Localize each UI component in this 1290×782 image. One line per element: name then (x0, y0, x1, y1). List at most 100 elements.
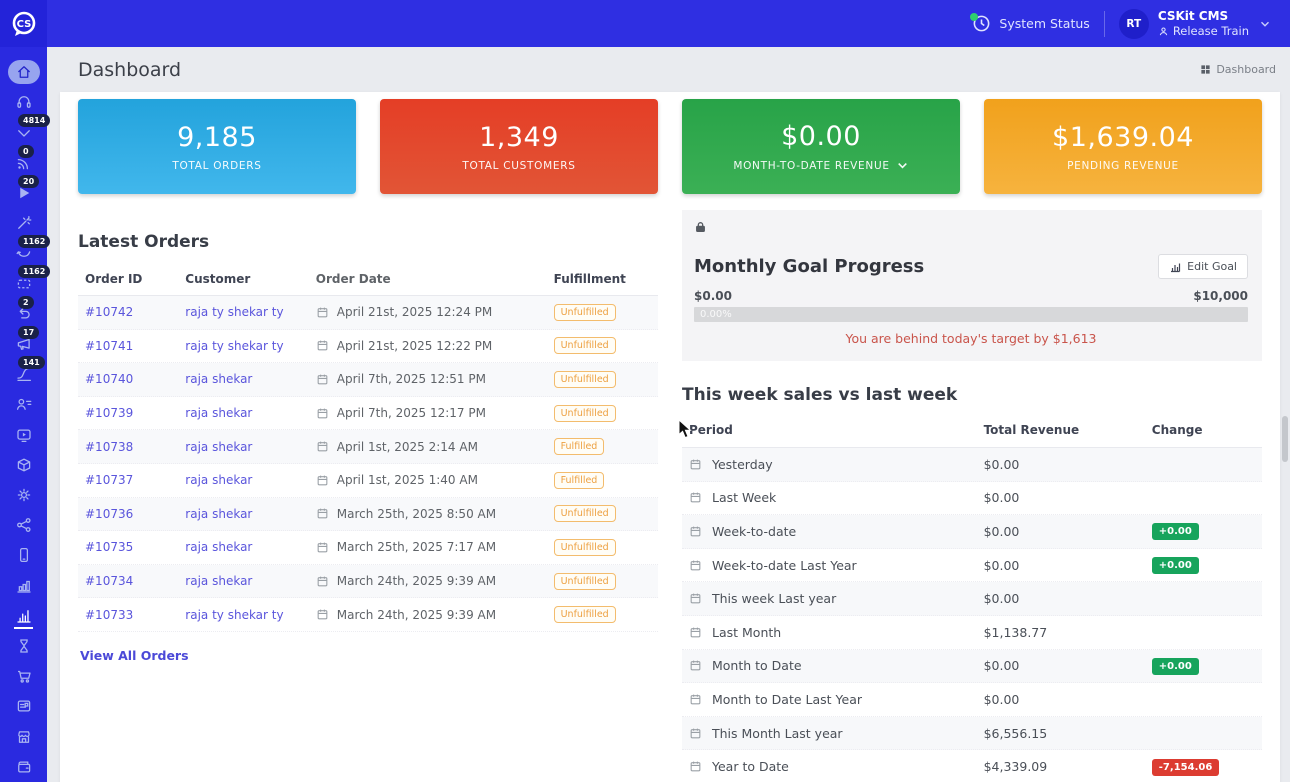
sidebar-item-id-card[interactable] (0, 691, 47, 721)
sidebar-item-magic-wand[interactable] (0, 208, 47, 238)
mobile-icon (15, 546, 33, 564)
stat-card-value: 9,185 (177, 121, 257, 153)
order-id-link[interactable]: #10737 (85, 473, 134, 488)
sidebar-item-gear[interactable] (0, 480, 47, 510)
order-date: April 21st, 2025 12:22 PM (336, 338, 493, 353)
sidebar-item-broadcast[interactable]: 0 (0, 144, 47, 178)
sidebar-item-cart[interactable] (0, 661, 47, 691)
week-sales-row: Month to Date $0.00 +0.00 (682, 649, 1262, 684)
calendar-icon (317, 441, 328, 452)
app-logo[interactable]: CS (0, 0, 47, 47)
stat-card-month-to-date-revenue[interactable]: $0.00 MONTH-TO-DATE REVENUE (682, 99, 960, 194)
sidebar-item-video-player[interactable] (0, 419, 47, 449)
sidebar-item-storefront[interactable] (0, 721, 47, 751)
customer-link[interactable]: raja ty shekar ty (185, 338, 284, 353)
customer-link[interactable]: raja ty shekar ty (185, 305, 284, 320)
sidebar-item-home[interactable] (0, 57, 47, 87)
customer-link[interactable]: raja shekar (185, 540, 253, 555)
sidebar-item-swoosh[interactable]: 1162 (0, 235, 51, 268)
stat-card-label: TOTAL CUSTOMERS (462, 159, 576, 172)
customer-link[interactable]: raja shekar (185, 574, 253, 589)
sidebar-item-dashed-box[interactable]: 1162 (0, 265, 51, 298)
customer-link[interactable]: raja ty shekar ty (185, 607, 284, 622)
sidebar-item-users[interactable] (0, 389, 47, 419)
chevron-down-icon[interactable] (1258, 17, 1272, 31)
sidebar-item-chevron-down[interactable]: 4814 (0, 114, 51, 147)
customer-link[interactable]: raja shekar (185, 473, 253, 488)
calendar-icon (690, 493, 701, 503)
sidebar-item-hourglass[interactable] (0, 631, 47, 661)
calendar-icon (690, 728, 701, 738)
week-sales-row: Month to Date Last Year $0.00 (682, 683, 1262, 717)
chevron-down-icon[interactable] (896, 159, 909, 172)
system-status-button[interactable]: System Status (970, 13, 1090, 33)
period-label: Last Month (712, 624, 782, 640)
swoosh-icon (15, 244, 33, 262)
vertical-scrollbar[interactable] (1282, 416, 1288, 462)
period-label: Month to Date (712, 658, 802, 674)
sidebar-item-undo-arrow[interactable]: 2 (0, 295, 47, 329)
edit-goal-button[interactable]: Edit Goal (1158, 254, 1248, 279)
stat-card-value: $0.00 (781, 121, 861, 152)
calendar-icon (317, 542, 328, 553)
order-id-link[interactable]: #10742 (85, 305, 134, 320)
sidebar-item-headset[interactable] (0, 87, 47, 117)
calendar-icon (317, 508, 328, 519)
calendar-icon (317, 609, 328, 620)
cart-icon (15, 667, 33, 685)
order-id-link[interactable]: #10733 (85, 607, 134, 622)
order-date: March 24th, 2025 9:39 AM (336, 574, 497, 589)
col-order-date: Order Date (315, 272, 391, 286)
order-id-link[interactable]: #10738 (85, 439, 134, 454)
stat-card-total-customers[interactable]: 1,349 TOTAL CUSTOMERS (380, 99, 658, 194)
order-id-link[interactable]: #10735 (85, 540, 134, 555)
sidebar-item-share[interactable] (0, 510, 47, 540)
customer-link[interactable]: raja shekar (185, 506, 253, 521)
calendar-icon (690, 459, 701, 470)
breadcrumb[interactable]: Dashboard (1200, 63, 1276, 76)
period-label: This Month Last year (712, 725, 843, 741)
customer-link[interactable]: raja shekar (185, 406, 253, 421)
customer-link[interactable]: raja shekar (185, 439, 253, 454)
customer-link[interactable]: raja shekar (185, 372, 253, 387)
sidebar-item-histogram[interactable] (0, 601, 47, 631)
stat-card-total-orders[interactable]: 9,185 TOTAL ORDERS (78, 99, 356, 194)
goal-title: Monthly Goal Progress (694, 256, 925, 277)
stat-card-label: MONTH-TO-DATE REVENUE (733, 159, 890, 172)
change-badge: +0.00 (1151, 557, 1199, 575)
period-label: Month to Date Last Year (712, 691, 862, 707)
order-id-link[interactable]: #10741 (85, 338, 134, 353)
sidebar-item-chart-up[interactable] (0, 570, 47, 600)
play-icon (15, 184, 33, 202)
sidebar-item-megaphone[interactable]: 17 (0, 325, 47, 359)
view-all-orders-link[interactable]: View All Orders (80, 647, 189, 663)
account-menu[interactable]: RT CSKit CMS Release Train (1118, 8, 1272, 39)
stat-card-value: 1,349 (479, 121, 559, 153)
week-sales-row: This week Last year $0.00 (682, 582, 1262, 616)
stat-card-pending-revenue[interactable]: $1,639.04 PENDING REVENUE (984, 99, 1262, 194)
order-date: March 24th, 2025 9:39 AM (336, 607, 497, 622)
sidebar-item-wallet[interactable] (0, 752, 47, 782)
order-id-link[interactable]: #10736 (85, 506, 134, 521)
sidebar-item-mobile[interactable] (0, 540, 47, 570)
goal-progress-bar: 0.00% (694, 307, 1248, 322)
goal-min: $0.00 (694, 289, 732, 303)
wallet-icon (15, 758, 33, 776)
orders-table-body: #10742 raja ty shekar ty April 21st, 2025 … (78, 296, 658, 632)
order-id-link[interactable]: #10740 (85, 372, 134, 387)
order-row: #10742 raja ty shekar ty April 21st, 2025 … (78, 296, 658, 330)
sidebar-item-package[interactable] (0, 450, 47, 480)
order-row: #10741 raja ty shekar ty April 21st, 2025 … (78, 330, 658, 364)
revenue-value: $6,556.15 (983, 725, 1048, 741)
order-id-link[interactable]: #10734 (85, 574, 134, 589)
broadcast-icon (15, 154, 33, 172)
person-icon (1159, 27, 1168, 35)
sidebar-item-play[interactable]: 20 (0, 174, 47, 208)
sidebar-item-slide[interactable]: 141 (0, 356, 47, 389)
fulfillment-badge: Unfulfilled (553, 303, 616, 321)
order-id-link[interactable]: #10739 (85, 406, 134, 421)
week-sales-table-body: Yesterday $0.00 Last Week $0.00 Week-to-date… (682, 448, 1262, 782)
revenue-value: $0.00 (983, 591, 1020, 607)
period-label: Week-to-date (712, 523, 797, 539)
page-title: Dashboard (78, 58, 182, 81)
